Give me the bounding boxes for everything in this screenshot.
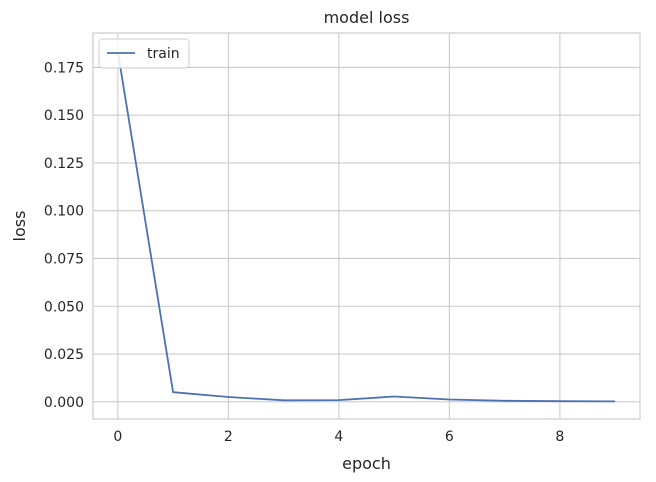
plot-frame bbox=[92, 32, 641, 420]
y-tick-label: 0.100 bbox=[44, 204, 84, 220]
y-axis-label: loss bbox=[10, 211, 29, 242]
x-tick-label: 6 bbox=[445, 429, 454, 445]
x-tick-label: 8 bbox=[555, 429, 564, 445]
tick-labels: 0 2 4 6 8 0.000 0.025 0.050 0.075 0.100 0.125 0.150… bbox=[44, 60, 564, 445]
x-tick-label: 2 bbox=[224, 429, 233, 445]
grid-layer bbox=[93, 33, 640, 419]
y-tick-label: 0.000 bbox=[44, 395, 84, 411]
legend: train bbox=[98, 38, 190, 69]
x-tick-label: 0 bbox=[113, 429, 122, 445]
series-line-train bbox=[117, 51, 616, 403]
y-tick-label: 0.075 bbox=[44, 251, 84, 267]
x-axis-label: epoch bbox=[342, 454, 391, 473]
series-layer bbox=[117, 51, 616, 403]
legend-label-train: train bbox=[147, 46, 180, 62]
x-tick-label: 4 bbox=[334, 429, 343, 445]
y-tick-label: 0.175 bbox=[44, 60, 84, 76]
y-tick-label: 0.125 bbox=[44, 156, 84, 172]
y-tick-label: 0.025 bbox=[44, 347, 84, 363]
legend-box bbox=[98, 38, 190, 69]
y-tick-label: 0.050 bbox=[44, 299, 84, 315]
chart-title: model loss bbox=[324, 8, 410, 27]
y-tick-label: 0.150 bbox=[44, 108, 84, 124]
